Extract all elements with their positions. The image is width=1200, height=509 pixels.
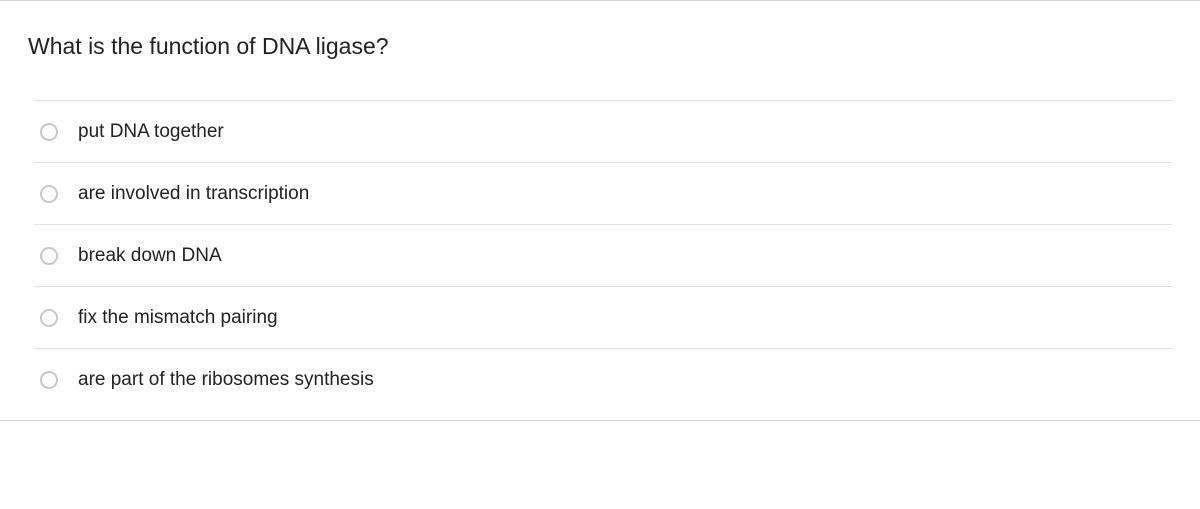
option-row[interactable]: break down DNA [34, 224, 1172, 286]
option-label: put DNA together [78, 121, 224, 143]
option-row[interactable]: fix the mismatch pairing [34, 286, 1172, 348]
radio-icon[interactable] [40, 309, 58, 327]
option-row[interactable]: are involved in transcription [34, 162, 1172, 224]
option-row[interactable]: put DNA together [34, 100, 1172, 162]
question-text: What is the function of DNA ligase? [28, 33, 1172, 60]
option-label: are involved in transcription [78, 183, 309, 205]
option-row[interactable]: are part of the ribosomes synthesis [34, 348, 1172, 410]
radio-icon[interactable] [40, 247, 58, 265]
question-container: What is the function of DNA ligase? put … [0, 0, 1200, 421]
options-list: put DNA together are involved in transcr… [28, 100, 1172, 410]
option-label: are part of the ribosomes synthesis [78, 369, 374, 391]
question-block: What is the function of DNA ligase? put … [0, 1, 1200, 420]
radio-icon[interactable] [40, 123, 58, 141]
option-label: break down DNA [78, 245, 222, 267]
radio-icon[interactable] [40, 371, 58, 389]
radio-icon[interactable] [40, 185, 58, 203]
option-label: fix the mismatch pairing [78, 307, 278, 329]
